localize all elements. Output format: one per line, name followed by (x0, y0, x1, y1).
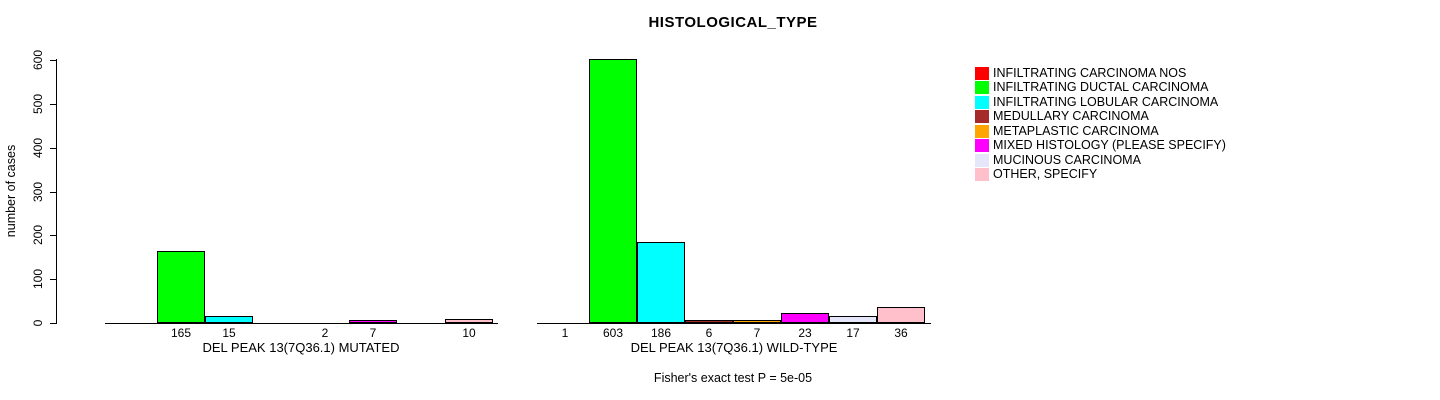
y-axis-tick-label: 0 (31, 319, 45, 327)
y-axis-tick (50, 103, 56, 105)
y-axis-tick (50, 191, 56, 193)
fisher-test-annotation: Fisher's exact test P = 5e-05 (653, 371, 813, 385)
legend-row: MIXED HISTOLOGY (PLEASE SPECIFY) (975, 139, 1226, 152)
x-axis-label-mutated: DEL PEAK 13(7Q36.1) MUTATED (202, 340, 400, 355)
legend-swatch (975, 95, 989, 109)
y-axis-tick (50, 323, 56, 324)
legend-swatch (975, 153, 989, 167)
bar (733, 319, 781, 323)
bar (589, 58, 637, 323)
bar-value-label: 603 (602, 326, 624, 340)
bar-value-label: 36 (894, 326, 908, 340)
legend-row: MEDULLARY CARCINOMA (975, 110, 1149, 123)
legend-swatch (975, 81, 989, 94)
y-axis-tick-label: 100 (31, 269, 45, 290)
bar (157, 250, 205, 323)
legend-swatch (975, 110, 989, 123)
legend-label: METAPLASTIC CARCINOMA (993, 123, 1159, 138)
bar (445, 318, 493, 323)
bar-value-label: 7 (753, 326, 761, 340)
y-axis-tick (50, 235, 56, 237)
legend-swatch (975, 168, 989, 181)
bar-value-label: 186 (650, 326, 672, 340)
legend-label: INFILTRATING CARCINOMA NOS (993, 65, 1187, 80)
legend-label: INFILTRATING LOBULAR CARCINOMA (993, 94, 1219, 109)
y-axis-tick-label: 200 (31, 225, 45, 246)
bar (637, 241, 685, 323)
y-axis-tick (50, 279, 56, 281)
legend-row: INFILTRATING CARCINOMA NOS (975, 65, 1187, 80)
legend-row: INFILTRATING DUCTAL CARCINOMA (975, 81, 1209, 94)
bar-value-label: 10 (462, 326, 476, 340)
bar-value-label: 17 (846, 326, 860, 340)
bar-value-label: 15 (222, 326, 236, 340)
bar-value-label: 6 (705, 326, 713, 340)
bar-value-label: 165 (170, 326, 192, 340)
y-axis-tick (50, 147, 56, 149)
legend-row: MUCINOUS CARCINOMA (975, 152, 1141, 167)
y-axis-tick-label: 500 (31, 93, 45, 114)
y-axis-tick (50, 60, 56, 61)
bar-value-label: 2 (321, 326, 329, 340)
chart-title: HISTOLOGICAL_TYPE (648, 14, 818, 31)
bar (781, 312, 829, 323)
legend-label: MEDULLARY CARCINOMA (993, 109, 1149, 123)
legend-swatch (975, 124, 989, 138)
legend-swatch (975, 66, 989, 80)
x-axis-label-wild-type: DEL PEAK 13(7Q36.1) WILD-TYPE (630, 340, 838, 355)
legend-row: OTHER, SPECIFY (975, 168, 1097, 181)
bar (685, 320, 733, 323)
legend-row: INFILTRATING LOBULAR CARCINOMA (975, 94, 1219, 109)
bar-value-label: 23 (798, 326, 812, 340)
y-axis-tick-label: 300 (31, 181, 45, 202)
legend-row: METAPLASTIC CARCINOMA (975, 123, 1159, 138)
x-axis-line (537, 323, 931, 324)
y-axis-tick-label: 600 (31, 49, 45, 71)
legend-swatch (975, 139, 989, 152)
legend-label: MIXED HISTOLOGY (PLEASE SPECIFY) (993, 138, 1226, 152)
bar-value-label: 1 (561, 326, 569, 340)
y-axis-tick-label: 400 (31, 137, 45, 158)
y-axis-title: number of cases (4, 144, 18, 238)
bar (349, 319, 397, 323)
legend-label: OTHER, SPECIFY (993, 167, 1098, 181)
legend-label: INFILTRATING DUCTAL CARCINOMA (993, 80, 1209, 94)
legend-label: MUCINOUS CARCINOMA (993, 152, 1141, 167)
bar (829, 315, 877, 323)
bar-value-label: 7 (369, 326, 377, 340)
bar (877, 307, 925, 323)
bar (205, 316, 253, 323)
x-axis-line (105, 323, 498, 324)
y-axis-line (56, 59, 57, 324)
